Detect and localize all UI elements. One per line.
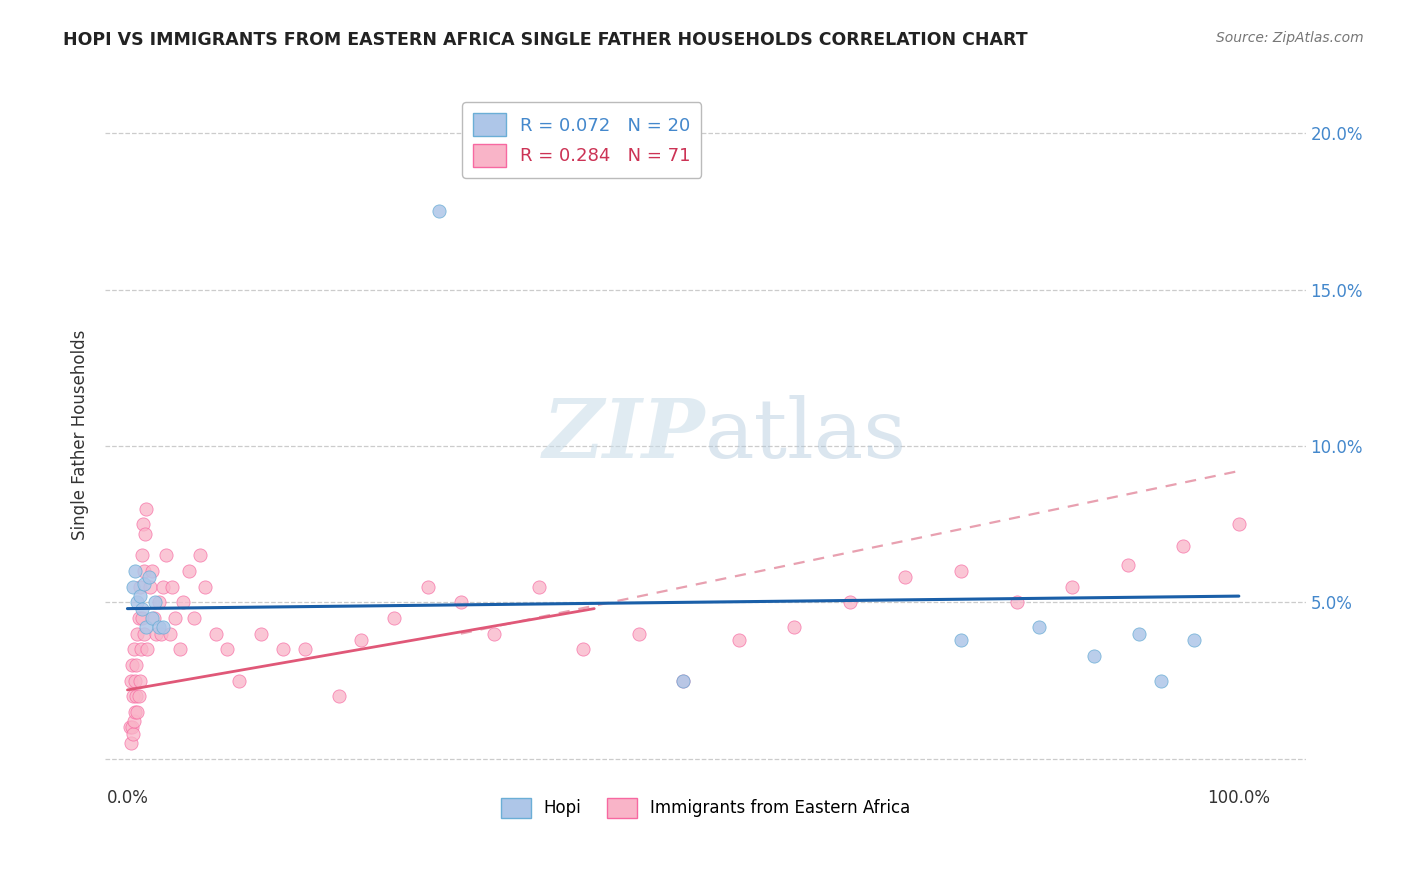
Point [131, 601, 153, 615]
Point [1150, 673, 1173, 688]
Point [124, 564, 146, 578]
Point [155, 549, 177, 563]
Point [136, 642, 159, 657]
Point [949, 564, 972, 578]
Point [783, 620, 806, 634]
Point [128, 611, 150, 625]
Point [149, 626, 172, 640]
Point [228, 673, 250, 688]
Point [159, 626, 181, 640]
Point [131, 611, 153, 625]
Point [122, 714, 145, 729]
Point [141, 611, 163, 625]
Point [131, 549, 153, 563]
Point [894, 570, 917, 584]
Point [124, 673, 146, 688]
Point [118, 721, 141, 735]
Point [134, 526, 156, 541]
Point [125, 657, 148, 672]
Point [527, 580, 550, 594]
Point [205, 626, 228, 640]
Point [188, 549, 211, 563]
Point [121, 721, 143, 735]
Point [172, 595, 194, 609]
Point [350, 632, 373, 647]
Point [416, 580, 439, 594]
Point [249, 626, 271, 640]
Point [450, 595, 472, 609]
Point [127, 705, 149, 719]
Point [143, 611, 166, 625]
Point [128, 589, 150, 603]
Point [124, 705, 146, 719]
Point [838, 595, 860, 609]
Legend: Hopi, Immigrants from Eastern Africa: Hopi, Immigrants from Eastern Africa [494, 791, 917, 824]
Point [672, 673, 695, 688]
Point [141, 564, 163, 578]
Point [194, 580, 217, 594]
Point [165, 611, 187, 625]
Point [122, 727, 145, 741]
Point [1173, 539, 1195, 553]
Point [1128, 626, 1150, 640]
Point [672, 673, 695, 688]
Point [132, 576, 155, 591]
Point [160, 580, 183, 594]
Point [727, 632, 749, 647]
Point [572, 642, 595, 657]
Text: HOPI VS IMMIGRANTS FROM EASTERN AFRICA SINGLE FATHER HOUSEHOLDS CORRELATION CHAR: HOPI VS IMMIGRANTS FROM EASTERN AFRICA S… [63, 31, 1028, 49]
Point [148, 595, 170, 609]
Point [138, 570, 160, 584]
Point [125, 689, 148, 703]
Point [127, 626, 149, 640]
Point [132, 517, 155, 532]
Point [132, 564, 155, 578]
Point [122, 642, 145, 657]
Point [145, 626, 167, 640]
Point [122, 580, 145, 594]
Point [1083, 648, 1105, 663]
Point [1062, 580, 1084, 594]
Point [1116, 558, 1139, 572]
Point [122, 689, 145, 703]
Point [128, 673, 150, 688]
Point [1028, 620, 1050, 634]
Point [121, 657, 143, 672]
Point [271, 642, 294, 657]
Point [143, 595, 166, 609]
Point [328, 689, 350, 703]
Point [1005, 595, 1028, 609]
Point [482, 626, 505, 640]
Point [120, 736, 142, 750]
Point [128, 689, 150, 703]
Point [120, 673, 142, 688]
Point [128, 580, 150, 594]
Point [177, 564, 200, 578]
Point [382, 611, 405, 625]
Point [169, 642, 191, 657]
Point [183, 611, 205, 625]
Point [132, 626, 155, 640]
Point [135, 620, 157, 634]
Point [949, 632, 972, 647]
Point [148, 620, 170, 634]
Point [294, 642, 316, 657]
Text: atlas: atlas [706, 395, 907, 475]
Point [1227, 517, 1250, 532]
Point [1182, 632, 1205, 647]
Point [152, 580, 174, 594]
Y-axis label: Single Father Households: Single Father Households [72, 330, 89, 541]
Point [135, 501, 157, 516]
Point [127, 595, 149, 609]
Point [152, 620, 174, 634]
Point [138, 580, 160, 594]
Point [627, 626, 650, 640]
Point [217, 642, 239, 657]
Text: Source: ZipAtlas.com: Source: ZipAtlas.com [1216, 31, 1364, 45]
Point [427, 204, 450, 219]
Point [129, 642, 152, 657]
Text: ZIP: ZIP [543, 395, 706, 475]
